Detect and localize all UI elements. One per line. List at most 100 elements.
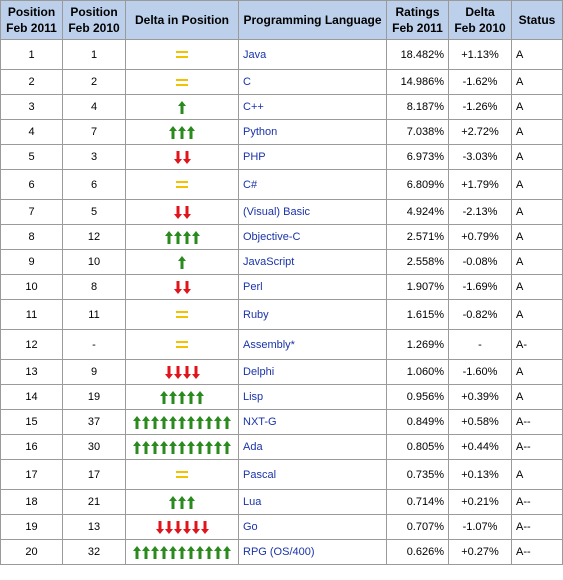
arrow-up-icon	[142, 545, 150, 559]
arrow-up-icon	[160, 415, 168, 429]
status-cell: A--	[511, 409, 563, 435]
delta-indicator-cell	[125, 249, 239, 275]
language-link[interactable]: Pascal	[238, 459, 387, 490]
language-link[interactable]: Lisp	[238, 384, 387, 410]
arrow-up-icon	[214, 415, 222, 429]
arrow-up-icon	[187, 440, 195, 454]
arrow-up-icon	[178, 440, 186, 454]
delta-indicator-cell	[125, 299, 239, 330]
delta-cell: +1.13%	[448, 39, 512, 70]
rating-cell: 0.805%	[386, 434, 449, 460]
arrow-up-icon	[191, 230, 200, 244]
rating-cell: 1.907%	[386, 274, 449, 300]
language-link[interactable]: Perl	[238, 274, 387, 300]
table-row: 14 19 Lisp 0.956% +0.39% A	[0, 384, 563, 410]
equal-sign-icon	[176, 181, 188, 189]
delta-indicator-cell	[125, 329, 239, 360]
delta-cell: -	[448, 329, 512, 360]
header-position-feb-2011[interactable]: Position Feb 2011	[0, 0, 63, 40]
arrow-down-icon	[173, 365, 182, 379]
arrow-up-icon	[178, 125, 186, 139]
rating-cell: 7.038%	[386, 119, 449, 145]
equal-sign-icon	[176, 78, 188, 86]
position-feb-2011-cell: 3	[0, 94, 63, 120]
position-change-indicator	[178, 255, 186, 269]
status-cell: A	[511, 249, 563, 275]
header-position-feb-2010[interactable]: Position Feb 2010	[62, 0, 126, 40]
position-feb-2010-cell: 10	[62, 249, 126, 275]
language-link[interactable]: NXT-G	[238, 409, 387, 435]
delta-indicator-cell	[125, 409, 239, 435]
arrow-up-icon	[169, 415, 177, 429]
arrow-down-icon	[155, 520, 164, 534]
position-feb-2011-cell: 5	[0, 144, 63, 170]
delta-indicator-cell	[125, 199, 239, 225]
table-row: 7 5 (Visual) Basic 4.924% -2.13% A	[0, 199, 563, 225]
position-change-indicator	[176, 311, 188, 319]
table-row: 2 2 C 14.986% -1.62% A	[0, 69, 563, 95]
header-row: Position Feb 2011 Position Feb 2010 Delta …	[0, 0, 563, 40]
status-cell: A	[511, 69, 563, 95]
language-link[interactable]: Java	[238, 39, 387, 70]
rating-cell: 1.615%	[386, 299, 449, 330]
position-feb-2010-cell: 9	[62, 359, 126, 385]
header-delta-in-position[interactable]: Delta in Position	[125, 0, 239, 40]
rating-cell: 0.707%	[386, 514, 449, 540]
table-row: 9 10 JavaScript 2.558% -0.08% A	[0, 249, 563, 275]
position-feb-2010-cell: 6	[62, 169, 126, 200]
delta-indicator-cell	[125, 514, 239, 540]
delta-indicator-cell	[125, 384, 239, 410]
equal-sign-icon	[176, 341, 188, 349]
arrow-up-icon	[196, 390, 204, 404]
language-link[interactable]: C	[238, 69, 387, 95]
arrow-up-icon	[133, 440, 141, 454]
position-change-indicator	[176, 471, 188, 479]
language-link[interactable]: PHP	[238, 144, 387, 170]
status-cell: A	[511, 274, 563, 300]
language-link[interactable]: C#	[238, 169, 387, 200]
delta-cell: -1.07%	[448, 514, 512, 540]
header-status[interactable]: Status	[511, 0, 563, 40]
language-link[interactable]: Ruby	[238, 299, 387, 330]
delta-indicator-cell	[125, 39, 239, 70]
position-feb-2011-cell: 13	[0, 359, 63, 385]
language-link[interactable]: Go	[238, 514, 387, 540]
arrow-up-icon	[223, 545, 231, 559]
language-link[interactable]: C++	[238, 94, 387, 120]
position-feb-2011-cell: 2	[0, 69, 63, 95]
arrow-up-icon	[173, 230, 182, 244]
rating-cell: 8.187%	[386, 94, 449, 120]
language-link[interactable]: Lua	[238, 489, 387, 515]
arrow-up-icon	[178, 100, 186, 114]
position-change-indicator	[160, 390, 204, 404]
language-link[interactable]: Objective-C	[238, 224, 387, 250]
position-feb-2011-cell: 4	[0, 119, 63, 145]
language-link[interactable]: (Visual) Basic	[238, 199, 387, 225]
header-programming-language[interactable]: Programming Language	[238, 0, 387, 40]
position-change-indicator	[173, 150, 191, 164]
position-change-indicator	[173, 205, 191, 219]
language-link[interactable]: JavaScript	[238, 249, 387, 275]
position-change-indicator	[176, 51, 188, 59]
header-delta-feb-2010[interactable]: Delta Feb 2010	[448, 0, 512, 40]
position-feb-2011-cell: 16	[0, 434, 63, 460]
language-link[interactable]: Ada	[238, 434, 387, 460]
language-link[interactable]: Assembly*	[238, 329, 387, 360]
delta-indicator-cell	[125, 144, 239, 170]
arrow-up-icon	[160, 545, 168, 559]
rating-cell: 6.973%	[386, 144, 449, 170]
arrow-up-icon	[151, 415, 159, 429]
position-feb-2011-cell: 6	[0, 169, 63, 200]
language-link[interactable]: RPG (OS/400)	[238, 539, 387, 565]
arrow-up-icon	[151, 545, 159, 559]
position-change-indicator	[173, 280, 191, 294]
status-cell: A--	[511, 489, 563, 515]
language-link[interactable]: Python	[238, 119, 387, 145]
header-ratings-feb-2011[interactable]: Ratings Feb 2011	[386, 0, 449, 40]
position-feb-2011-cell: 17	[0, 459, 63, 490]
table-row: 1 1 Java 18.482% +1.13% A	[0, 39, 563, 70]
arrow-up-icon	[169, 440, 177, 454]
arrow-up-icon	[196, 415, 204, 429]
arrow-up-icon	[178, 545, 186, 559]
language-link[interactable]: Delphi	[238, 359, 387, 385]
